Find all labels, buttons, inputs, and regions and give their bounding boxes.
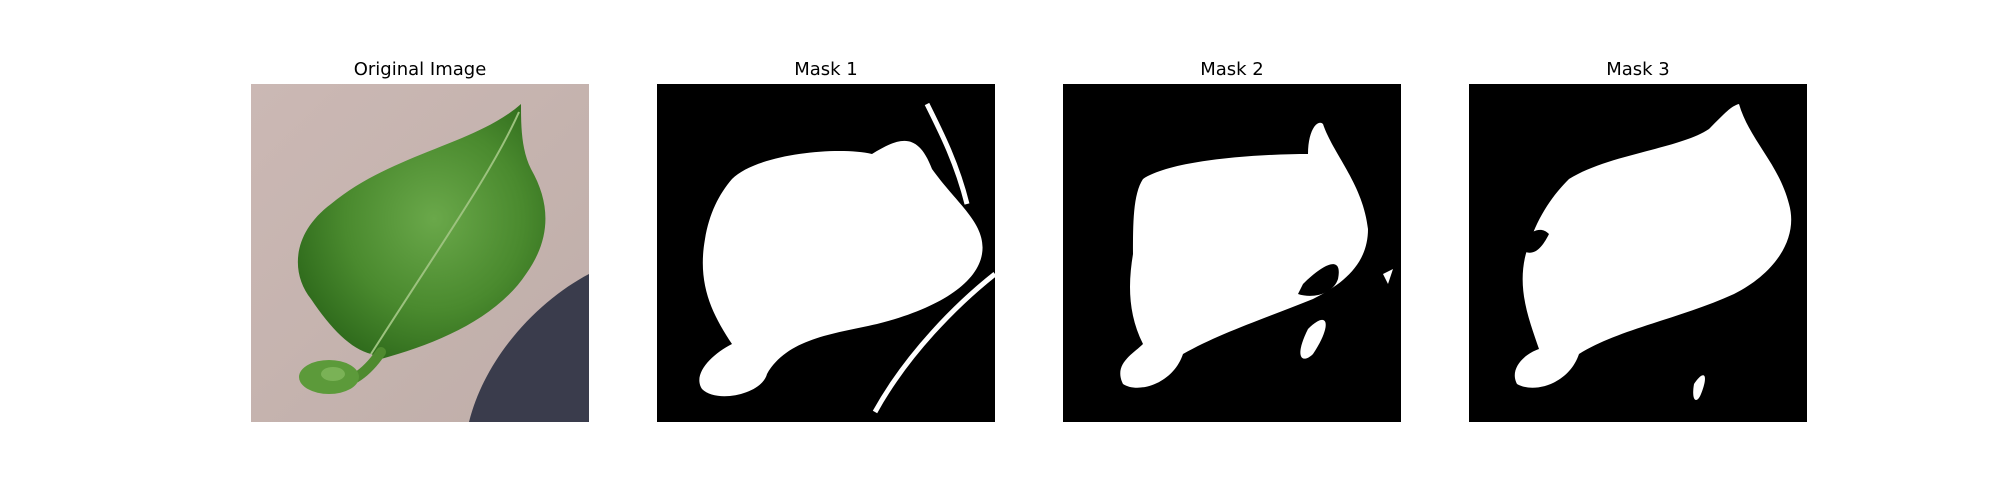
mask-1-image	[657, 84, 995, 422]
original-image	[251, 84, 589, 422]
mask-2-image	[1063, 84, 1401, 422]
mask-1-shape	[657, 84, 995, 422]
leaf-blade	[297, 104, 546, 359]
panel-title: Mask 2	[1200, 59, 1264, 80]
mask-2-shape	[1063, 84, 1401, 422]
panel-title: Mask 3	[1606, 59, 1670, 80]
mask-3-shape	[1469, 84, 1807, 422]
shadow	[469, 274, 589, 422]
leaf-midrib	[370, 111, 520, 355]
mask-3-image	[1469, 84, 1807, 422]
panel-title: Original Image	[353, 59, 487, 80]
panel-title: Mask 1	[794, 59, 858, 80]
leaf-photo	[251, 84, 589, 422]
